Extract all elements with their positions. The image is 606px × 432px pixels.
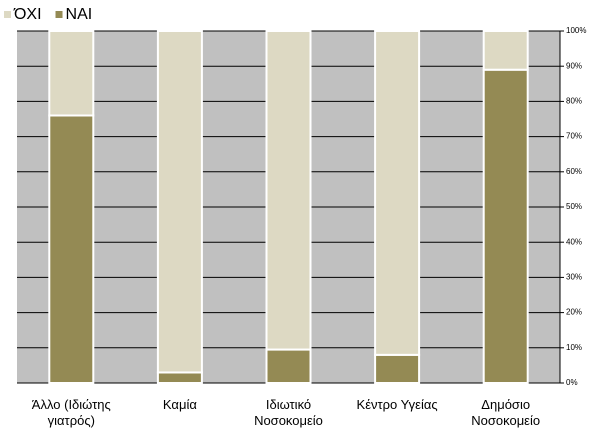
bar-segment [48, 114, 95, 384]
bar-segment [265, 348, 312, 384]
legend-label: ΌΧΙ [13, 6, 42, 23]
bar-segment [374, 353, 421, 384]
x-tick-label: Κέντρο Υγείας [356, 397, 438, 412]
bar-segment [156, 371, 203, 385]
y-tick-label: 30% [566, 273, 582, 282]
legend-swatch [4, 11, 11, 18]
bar-segment [374, 30, 421, 356]
bar-segment [482, 68, 529, 384]
bar-segment [48, 30, 95, 117]
y-tick-label: 40% [566, 237, 582, 246]
y-tick-label: 100% [566, 26, 586, 35]
bar-segment [156, 30, 203, 374]
x-tick-label: Ιδιωτικό Νοσοκομείο [254, 397, 323, 428]
bar-segment [482, 30, 529, 71]
x-tick-label: Δημόσιο Νοσοκομείο [471, 397, 541, 428]
legend-swatch [55, 11, 63, 18]
bar-segment [265, 30, 312, 351]
y-tick-label: 60% [566, 167, 582, 176]
y-tick-label: 90% [566, 61, 582, 70]
y-tick-label: 50% [566, 202, 582, 211]
y-tick-label: 0% [566, 378, 578, 387]
y-tick-label: 20% [566, 308, 582, 317]
x-tick-label: Άλλο (Ιδιώτης γιατρός) [31, 397, 111, 428]
legend-label: ΝΑΙ [66, 6, 93, 23]
y-tick-label: 70% [566, 132, 582, 141]
y-tick-label: 80% [566, 97, 582, 106]
y-tick-label: 10% [566, 343, 582, 352]
x-tick-label: Καμία [162, 397, 197, 412]
